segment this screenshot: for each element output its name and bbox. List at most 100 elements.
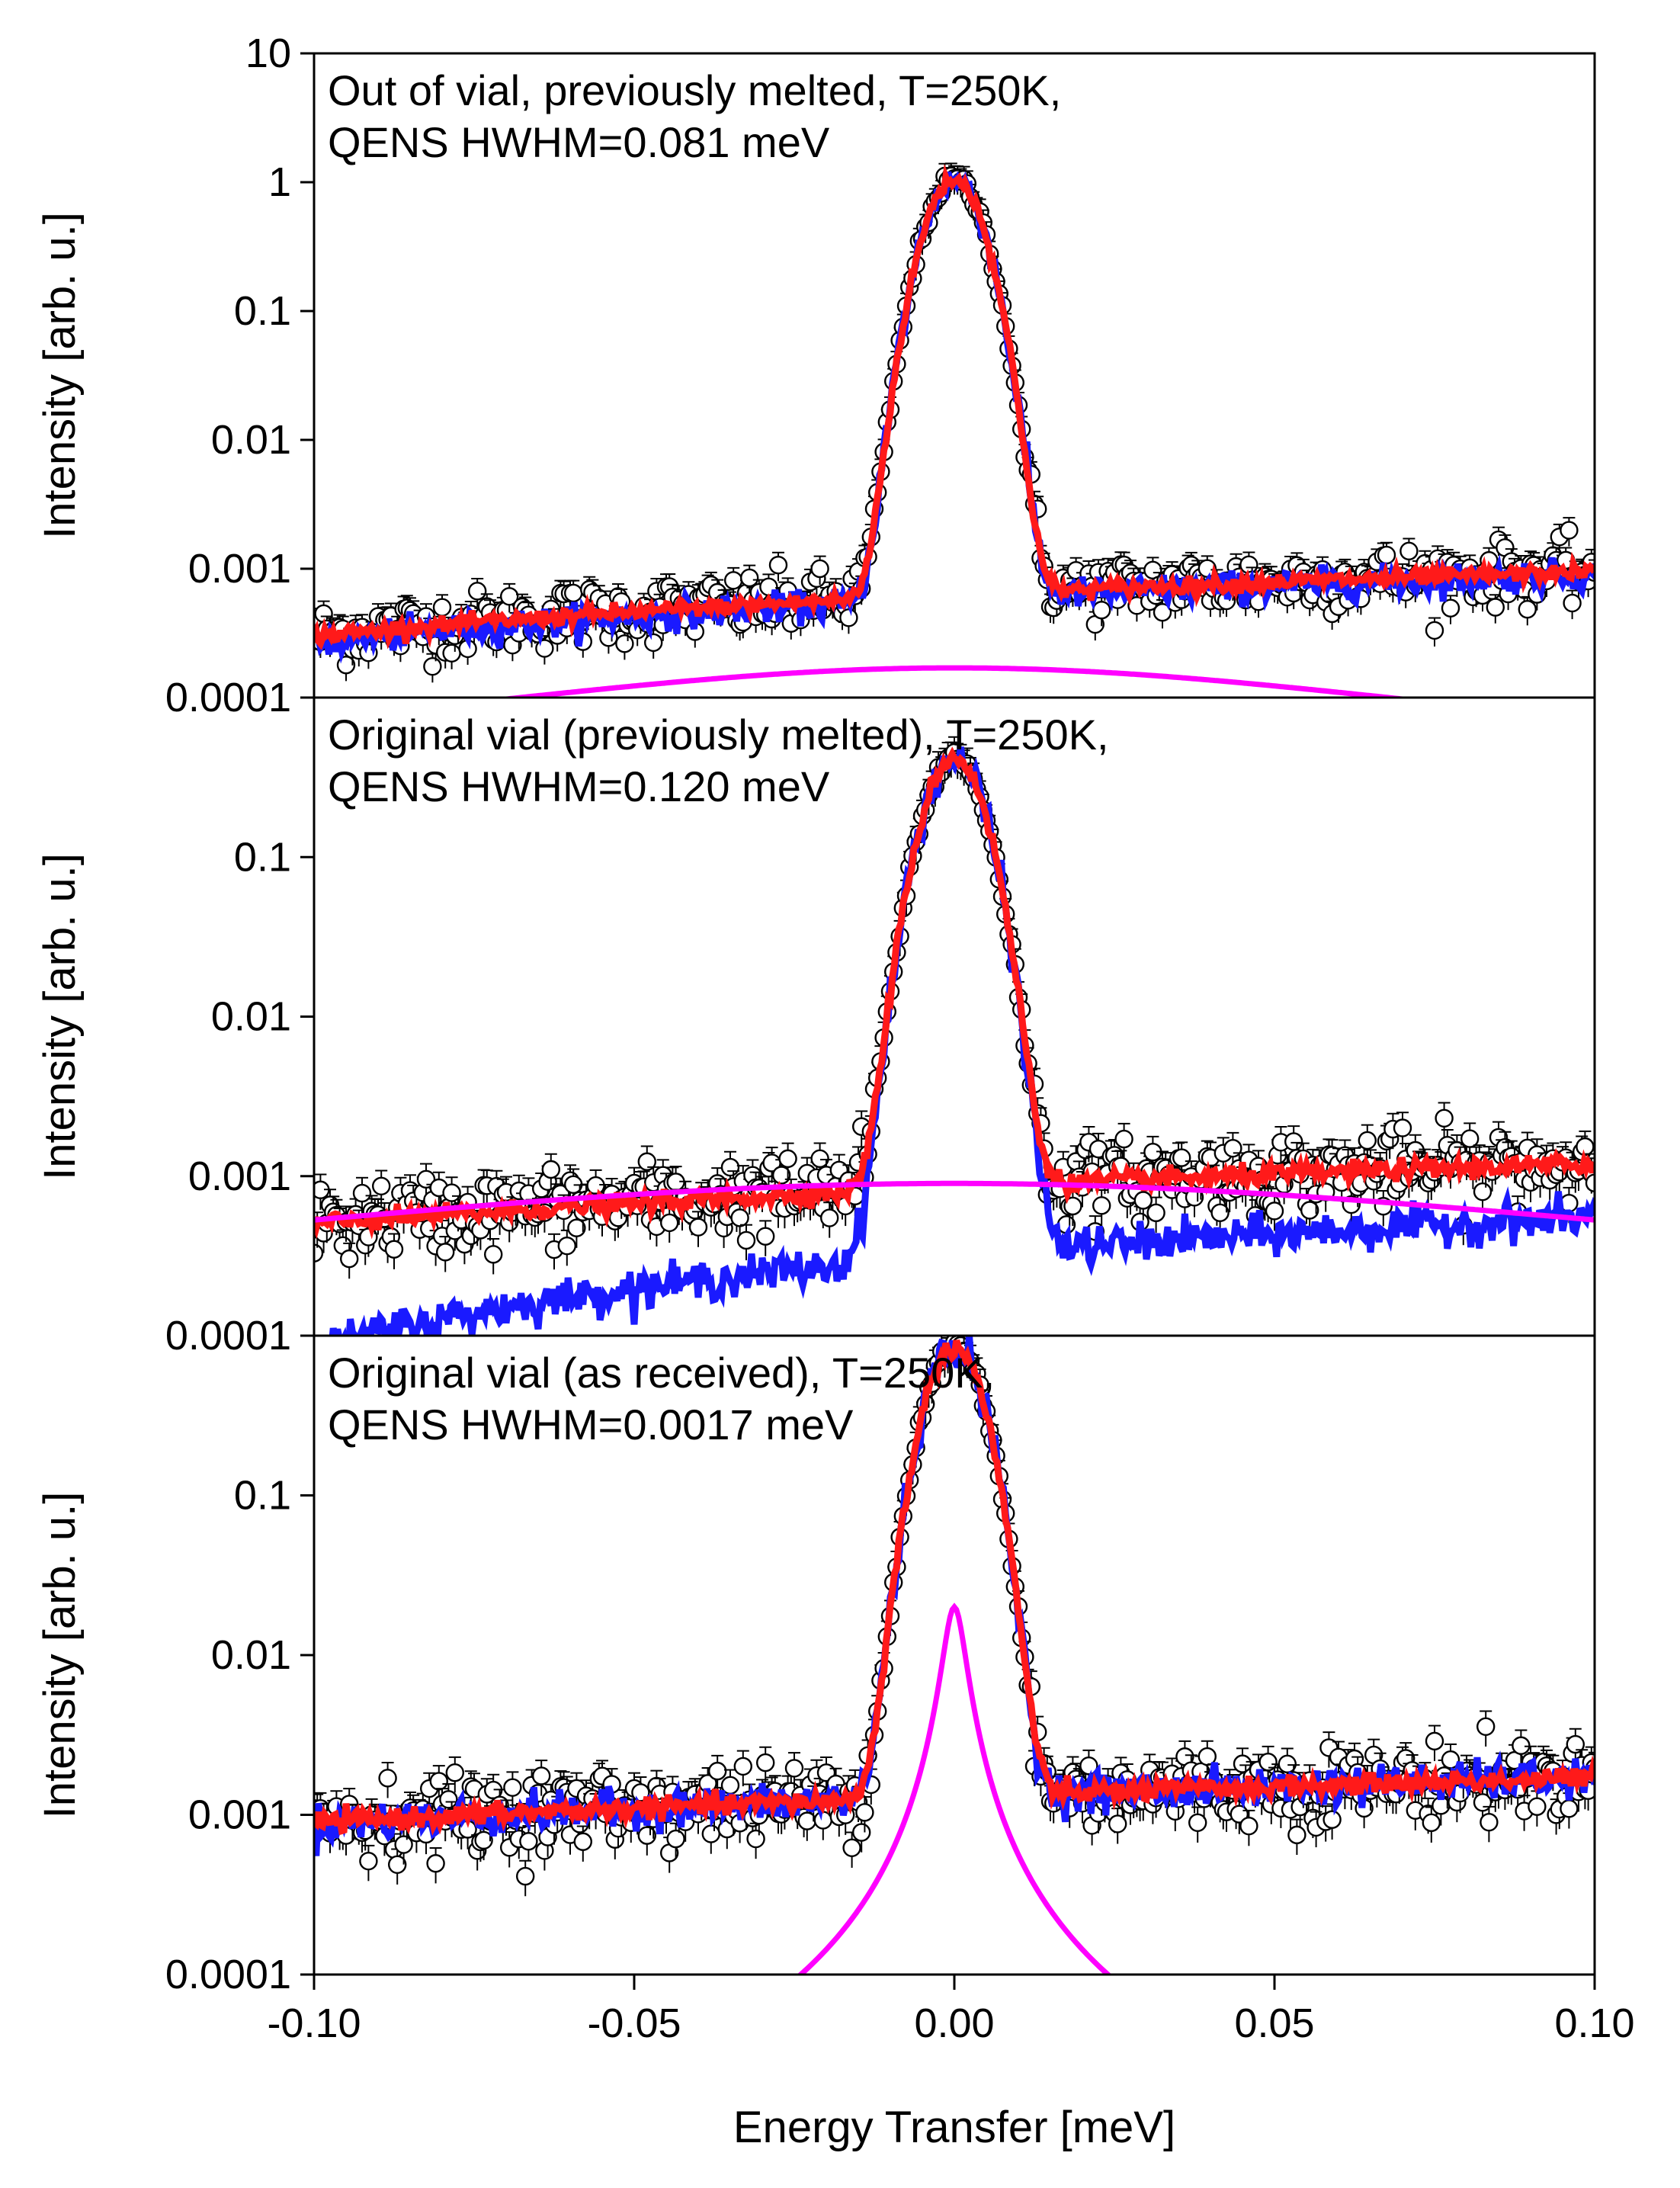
data-point xyxy=(314,1243,324,1262)
data-point xyxy=(519,1832,538,1851)
data-point xyxy=(1197,1747,1217,1766)
data-point xyxy=(1422,1813,1441,1833)
data-point xyxy=(637,1826,656,1845)
data-point xyxy=(516,1866,535,1886)
data-point xyxy=(1114,1129,1133,1149)
data-point xyxy=(810,559,829,579)
panel-title: QENS HWHM=0.120 meV xyxy=(328,762,830,810)
data-point xyxy=(688,1218,708,1237)
data-point xyxy=(1092,601,1111,620)
data-point xyxy=(730,1208,749,1227)
fit-curve xyxy=(314,163,1595,650)
data-point xyxy=(423,656,442,676)
y-tick-label: 0.001 xyxy=(188,1153,291,1199)
data-point xyxy=(474,1830,493,1850)
x-axis-label: Energy Transfer [meV] xyxy=(733,2103,1175,2152)
data-point xyxy=(1518,600,1537,619)
data-point xyxy=(1265,1201,1284,1221)
data-point xyxy=(1473,1182,1492,1201)
data-point xyxy=(615,634,634,653)
data-point xyxy=(1377,545,1396,565)
data-point xyxy=(1358,1131,1377,1150)
y-tick-label: 0.01 xyxy=(211,1632,291,1678)
data-point xyxy=(1425,621,1444,640)
data-point xyxy=(842,1838,861,1857)
y-axis-label: Intensity [arb. u.] xyxy=(35,212,85,539)
panel-title: QENS HWHM=0.081 meV xyxy=(328,118,830,166)
data-point xyxy=(819,1208,839,1227)
data-point xyxy=(1560,1799,1579,1818)
data-point xyxy=(1210,1203,1230,1223)
data-point xyxy=(432,598,452,617)
data-point xyxy=(388,1855,407,1874)
y-tick-label: 1 xyxy=(268,1313,291,1359)
data-point xyxy=(1258,1752,1278,1772)
data-point xyxy=(1079,1756,1098,1776)
data-point xyxy=(500,587,519,606)
data-point xyxy=(784,1759,804,1778)
y-tick-label: 0.1 xyxy=(234,834,291,880)
panel-2: 0.0001 0.001 0.01 0.1 1 Original vial (previo… xyxy=(35,675,1596,1359)
data-points xyxy=(314,736,1595,1279)
data-point xyxy=(666,1829,685,1849)
data-point xyxy=(855,1803,874,1822)
x-tick-label: 0.10 xyxy=(1554,2000,1634,2046)
data-point xyxy=(1278,1754,1297,1774)
data-point xyxy=(720,1157,740,1177)
y-axis-label: Intensity [arb. u.] xyxy=(35,1492,85,1819)
y-tick-label: 0.1 xyxy=(234,1473,291,1519)
data-point xyxy=(740,568,759,588)
resolution-curve xyxy=(329,746,1595,1336)
data-point xyxy=(1287,1825,1306,1845)
data-point xyxy=(1425,1731,1444,1751)
data-point xyxy=(1063,1196,1082,1216)
panel-title: QENS HWHM=0.0017 meV xyxy=(328,1400,854,1449)
data-point xyxy=(1239,1816,1258,1836)
data-point xyxy=(1153,603,1172,622)
panel-title: Out of vial, previously melted, T=250K, xyxy=(328,66,1061,114)
fit-curves xyxy=(314,163,1595,698)
data-point xyxy=(484,1245,503,1264)
data-point xyxy=(378,1769,397,1788)
x-tick-label: 0.00 xyxy=(914,2000,994,2046)
data-point xyxy=(724,571,743,590)
y-tick-label: 10 xyxy=(245,30,291,76)
data-point xyxy=(557,1236,576,1256)
data-point xyxy=(503,1778,522,1797)
data-points xyxy=(314,162,1595,683)
data-point xyxy=(660,1213,679,1233)
data-point xyxy=(1476,1717,1496,1736)
fit-curve xyxy=(314,1339,1595,1836)
data-point xyxy=(637,1152,656,1171)
data-point xyxy=(851,1823,871,1842)
data-point xyxy=(416,1169,436,1189)
x-tick-label: -0.10 xyxy=(267,2000,361,2046)
data-point xyxy=(1108,1814,1127,1833)
data-point xyxy=(426,1854,445,1873)
data-point xyxy=(1133,1191,1153,1210)
data-point xyxy=(429,1772,448,1791)
data-point xyxy=(541,1160,560,1179)
fit-curves xyxy=(314,1336,1595,1975)
qens-curve xyxy=(314,1180,1595,1223)
data-point xyxy=(384,1240,404,1259)
data-point xyxy=(746,1829,765,1849)
panel-title: Original vial (as received), T=250K, xyxy=(328,1349,995,1397)
y-tick-label: 0.1 xyxy=(234,288,291,334)
data-point xyxy=(1435,1108,1454,1128)
data-point xyxy=(586,1176,605,1195)
data-point xyxy=(1576,1137,1595,1157)
data-point xyxy=(1188,1813,1207,1833)
fit-curve xyxy=(314,746,1595,1240)
data-point xyxy=(1172,1148,1191,1167)
panel-3: 0.0001 0.001 0.01 0.1 1 Original vial (as rec… xyxy=(35,1313,1596,1997)
data-point xyxy=(445,1763,464,1782)
y-tick-label: 0.001 xyxy=(188,546,291,592)
data-point xyxy=(1323,1810,1342,1829)
data-point xyxy=(810,1149,829,1169)
panel-title: Original vial (previously melted), T=250… xyxy=(328,711,1109,759)
data-point xyxy=(573,1832,592,1851)
data-point xyxy=(1566,1734,1585,1754)
panel-1: 0.0001 0.001 0.01 0.1 1 10 Out of vial, previo… xyxy=(35,30,1596,720)
